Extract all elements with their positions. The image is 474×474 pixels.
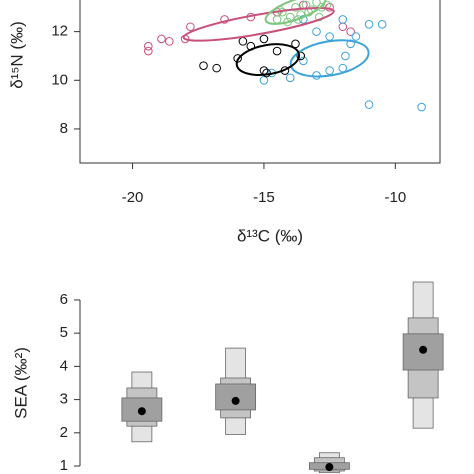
point: [238, 37, 248, 46]
point: [325, 32, 334, 41]
point: [325, 66, 334, 75]
point: [144, 41, 153, 51]
point: [351, 32, 361, 41]
point: [338, 15, 348, 24]
mode-point: [325, 463, 334, 472]
point: [346, 27, 355, 36]
point: [296, 51, 306, 61]
sea-ellipse: [182, 6, 335, 42]
y-tick-label: 8: [60, 120, 68, 137]
y-axis-title: SEA (‰²): [11, 347, 30, 419]
y-axis-title: δ¹⁵N (‰): [7, 21, 26, 89]
point: [186, 22, 195, 32]
point: [338, 22, 348, 32]
y-tick-label: 6: [60, 291, 68, 308]
mode-point: [419, 345, 428, 354]
point: [259, 75, 269, 85]
point: [364, 100, 374, 109]
point: [259, 34, 269, 44]
sea-ellipse: [289, 39, 370, 78]
point: [314, 12, 324, 22]
point: [272, 46, 282, 56]
point: [312, 71, 321, 80]
sea-ellipse: [264, 0, 327, 25]
point: [212, 63, 221, 73]
point: [157, 34, 166, 44]
x-axis-title: δ¹³C (‰): [237, 226, 303, 245]
point: [338, 63, 348, 73]
y-tick-label: 5: [60, 324, 68, 341]
point: [272, 15, 282, 24]
point: [144, 46, 153, 56]
point: [312, 27, 321, 36]
point: [199, 61, 208, 70]
y-tick-label: 4: [60, 357, 68, 374]
point: [291, 2, 300, 12]
y-tick-label: 3: [60, 391, 68, 408]
point: [285, 73, 295, 83]
point: [341, 51, 350, 61]
plot-frame: [79, 0, 441, 164]
x-tick-label: -10: [384, 189, 406, 206]
x-tick-label: -15: [253, 189, 275, 206]
point: [364, 20, 374, 29]
point: [417, 102, 426, 112]
y-tick-label: 2: [60, 424, 68, 441]
sea-ellipse: [235, 43, 301, 76]
point: [291, 39, 300, 49]
point: [299, 56, 308, 66]
point: [377, 20, 387, 29]
point: [312, 0, 321, 7]
point: [220, 15, 229, 24]
mode-point: [231, 396, 240, 405]
x-tick-label: -20: [122, 189, 144, 206]
y-tick-label: 12: [51, 23, 68, 40]
y-tick-label: 10: [51, 71, 68, 88]
y-tick-label: 1: [60, 457, 68, 474]
point: [165, 37, 174, 46]
mode-point: [137, 407, 146, 416]
